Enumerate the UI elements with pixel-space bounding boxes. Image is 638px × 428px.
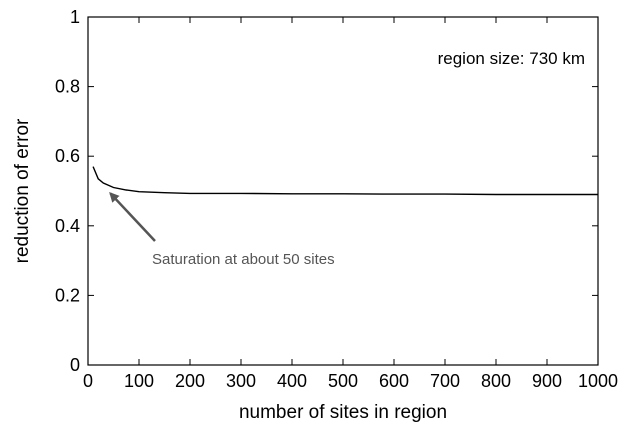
x-tick-label: 1000 xyxy=(578,371,618,391)
y-axis-title: reduction of error xyxy=(12,118,33,263)
y-tick-label: 0 xyxy=(70,355,80,375)
y-tick-label: 0.6 xyxy=(55,146,80,166)
y-tick-labels: 0 0.2 0.4 0.6 0.8 1 xyxy=(55,7,80,375)
x-tick-label: 900 xyxy=(532,371,562,391)
tick-marks xyxy=(87,16,599,366)
y-tick-label: 0.8 xyxy=(55,77,80,97)
x-tick-label: 700 xyxy=(430,371,460,391)
x-tick-label: 100 xyxy=(124,371,154,391)
region-size-label: region size: 730 km xyxy=(438,49,585,68)
plot-frame xyxy=(87,16,599,366)
y-tick-label: 0.4 xyxy=(55,216,80,236)
x-tick-label: 500 xyxy=(328,371,358,391)
x-tick-label: 600 xyxy=(379,371,409,391)
series-line xyxy=(92,166,598,196)
x-tick-label: 300 xyxy=(226,371,256,391)
saturation-arrow xyxy=(109,192,156,242)
y-tick-label: 1 xyxy=(70,7,80,27)
x-tick-label: 800 xyxy=(481,371,511,391)
x-tick-label: 400 xyxy=(277,371,307,391)
x-tick-labels: 0 100 200 300 400 500 600 700 800 900 1000 xyxy=(83,371,618,391)
x-axis-title: number of sites in region xyxy=(239,402,447,423)
x-tick-label: 0 xyxy=(83,371,93,391)
x-tick-label: 200 xyxy=(175,371,205,391)
saturation-annotation: Saturation at about 50 sites xyxy=(152,251,335,268)
y-tick-label: 0.2 xyxy=(55,285,80,305)
